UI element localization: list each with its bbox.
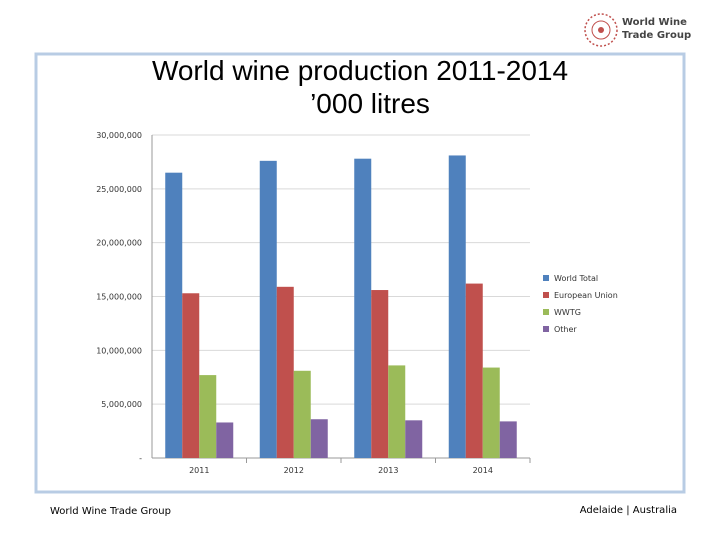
x-tick-label: 2013 — [378, 466, 398, 475]
y-tick-label: 25,000,000 — [96, 185, 142, 194]
bar — [293, 370, 311, 458]
chart-subtitle: ’000 litres — [310, 88, 430, 119]
bar — [259, 160, 277, 458]
bar — [371, 290, 389, 458]
bar — [216, 422, 234, 458]
bar — [388, 365, 406, 458]
legend-label: Other — [554, 325, 577, 334]
bar — [199, 375, 217, 458]
bar — [499, 421, 517, 458]
x-tick-label: 2011 — [189, 466, 209, 475]
y-tick-label: - — [139, 454, 142, 463]
bar — [465, 283, 483, 458]
legend-swatch — [543, 326, 549, 332]
legend-label: World Total — [554, 274, 598, 283]
chart-title: World wine production 2011-2014 — [152, 55, 568, 86]
logo-text: Trade Group — [622, 30, 691, 41]
y-tick-label: 15,000,000 — [96, 293, 142, 302]
bar — [405, 420, 423, 458]
bar — [165, 172, 183, 458]
bar — [182, 293, 200, 458]
y-tick-label: 10,000,000 — [96, 346, 142, 355]
x-tick-label: 2012 — [284, 466, 304, 475]
bar — [310, 419, 328, 458]
legend-swatch — [543, 292, 549, 298]
x-tick-label: 2014 — [473, 466, 493, 475]
logo-text: World Wine — [622, 17, 687, 28]
footer-right: Adelaide | Australia — [580, 505, 677, 516]
slide-frame — [34, 52, 686, 494]
logo-icon — [584, 13, 618, 47]
y-tick-label: 20,000,000 — [96, 239, 142, 248]
y-tick-label: 30,000,000 — [96, 131, 142, 140]
legend-swatch — [543, 309, 549, 315]
bar — [276, 286, 294, 458]
bar — [354, 158, 372, 459]
legend-label: European Union — [554, 291, 618, 300]
legend-swatch — [543, 275, 549, 281]
footer-left: World Wine Trade Group — [50, 506, 171, 517]
bar — [482, 367, 500, 458]
legend-label: WWTG — [554, 308, 581, 317]
y-tick-label: 5,000,000 — [101, 400, 142, 409]
bar — [448, 155, 466, 458]
